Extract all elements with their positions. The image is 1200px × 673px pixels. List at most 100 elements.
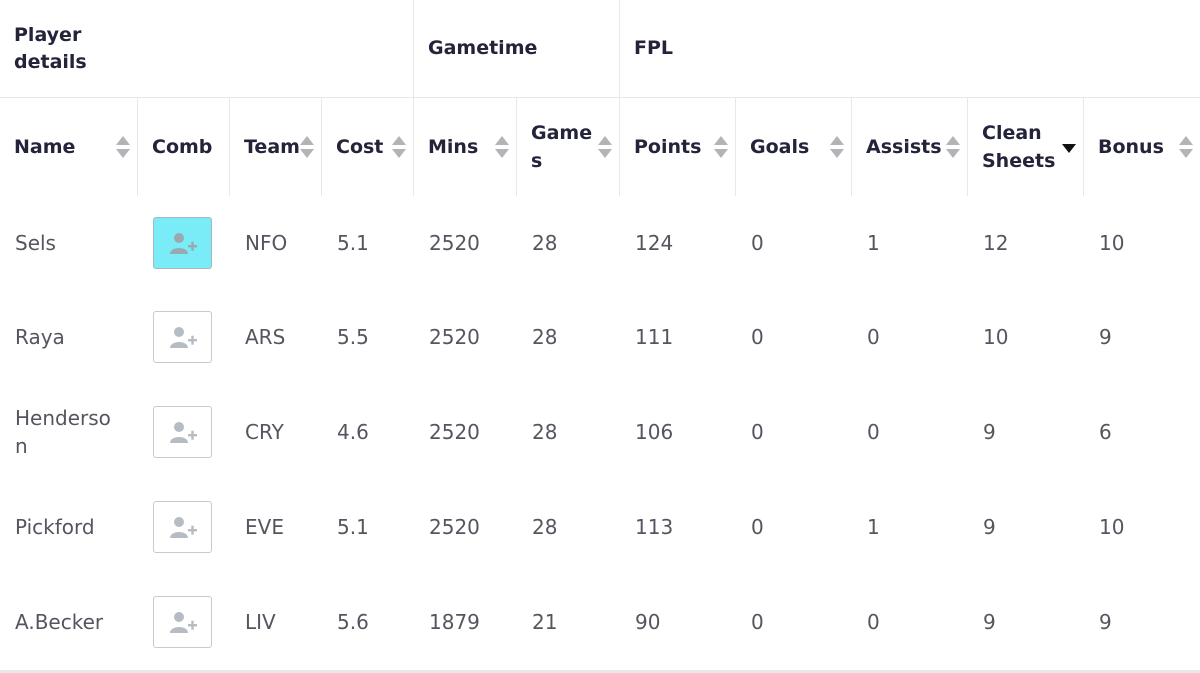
sort-descending-icon[interactable] [1062, 141, 1076, 153]
assists-cell: 1 [867, 231, 880, 255]
mins-cell: 2520 [429, 515, 480, 539]
player-name[interactable]: Pickford [15, 515, 95, 539]
comb-cell [138, 480, 230, 574]
group-label: FPL [634, 37, 674, 59]
goals-cell: 0 [751, 231, 764, 255]
mins-cell: 2520 [429, 231, 480, 255]
column-label: Assists [866, 136, 942, 158]
goals-cell: 0 [751, 610, 764, 634]
player-name[interactable]: Henderson [15, 406, 111, 458]
clean-sheets-cell: 9 [983, 610, 996, 634]
assists-cell: 1 [867, 515, 880, 539]
clean-sheets-cell: 12 [983, 231, 1009, 255]
group-header-player-details: Player details [0, 0, 414, 98]
team-cell: EVE [245, 515, 284, 539]
column-label: Team [244, 136, 300, 158]
add-to-comparison-button[interactable] [153, 406, 212, 458]
add-user-icon [169, 612, 197, 633]
points-cell: 106 [635, 420, 674, 444]
add-user-icon [169, 517, 197, 538]
bonus-cell: 9 [1099, 610, 1112, 634]
column-header-name[interactable]: Name [0, 98, 138, 196]
add-to-comparison-button[interactable] [153, 596, 212, 648]
team-cell: NFO [245, 231, 288, 255]
column-label: Name [14, 136, 76, 158]
table-bottom-divider [0, 670, 1200, 673]
add-user-icon [169, 422, 197, 443]
comb-cell [138, 196, 230, 290]
comb-cell [138, 384, 230, 480]
points-cell: 111 [635, 325, 674, 349]
sort-arrows-icon[interactable] [495, 136, 509, 158]
bonus-cell: 6 [1099, 420, 1112, 444]
cost-cell: 5.1 [337, 231, 369, 255]
player-name[interactable]: Raya [15, 325, 65, 349]
column-label: Comb [152, 136, 213, 158]
add-to-comparison-button[interactable] [153, 217, 212, 269]
assists-cell: 0 [867, 610, 880, 634]
column-label: Games [531, 122, 593, 172]
add-to-comparison-button[interactable] [153, 311, 212, 363]
team-cell: CRY [245, 420, 284, 444]
add-user-icon [169, 327, 197, 348]
column-header-cost[interactable]: Cost [322, 98, 414, 196]
column-header-points[interactable]: Points [620, 98, 736, 196]
clean-sheets-cell: 9 [983, 420, 996, 444]
points-cell: 124 [635, 231, 674, 255]
assists-cell: 0 [867, 420, 880, 444]
column-header-comb: Comb [138, 98, 230, 196]
add-user-icon [169, 233, 197, 254]
points-cell: 90 [635, 610, 661, 634]
goals-cell: 0 [751, 420, 764, 444]
column-header-team[interactable]: Team [230, 98, 322, 196]
goals-cell: 0 [751, 515, 764, 539]
column-label: Clean Sheets [982, 122, 1056, 172]
team-cell: LIV [245, 610, 276, 634]
column-header-goals[interactable]: Goals [736, 98, 852, 196]
column-label: Cost [336, 136, 384, 158]
mins-cell: 1879 [429, 610, 480, 634]
cost-cell: 5.5 [337, 325, 369, 349]
column-label: Goals [750, 136, 810, 158]
assists-cell: 0 [867, 325, 880, 349]
column-header-bonus[interactable]: Bonus [1084, 98, 1200, 196]
sort-arrows-icon[interactable] [1179, 136, 1193, 158]
games-cell: 28 [532, 231, 558, 255]
comb-cell [138, 290, 230, 384]
add-to-comparison-button[interactable] [153, 501, 212, 553]
bonus-cell: 9 [1099, 325, 1112, 349]
games-cell: 28 [532, 325, 558, 349]
group-label: Gametime [428, 37, 538, 59]
sort-arrows-icon[interactable] [392, 136, 406, 158]
clean-sheets-cell: 9 [983, 515, 996, 539]
group-header-gametime: Gametime [414, 0, 620, 98]
group-header-fpl: FPL [620, 0, 1200, 98]
player-name[interactable]: A.Becker [15, 610, 104, 634]
sort-arrows-icon[interactable] [598, 136, 612, 158]
group-label: Player details [14, 23, 87, 73]
team-cell: ARS [245, 325, 286, 349]
sort-arrows-icon[interactable] [300, 136, 314, 158]
cost-cell: 5.6 [337, 610, 369, 634]
cost-cell: 5.1 [337, 515, 369, 539]
games-cell: 28 [532, 515, 558, 539]
sort-arrows-icon[interactable] [946, 136, 960, 158]
column-header-games[interactable]: Games [517, 98, 620, 196]
bonus-cell: 10 [1099, 231, 1125, 255]
column-header-mins[interactable]: Mins [414, 98, 517, 196]
games-cell: 28 [532, 420, 558, 444]
cost-cell: 4.6 [337, 420, 369, 444]
clean-sheets-cell: 10 [983, 325, 1009, 349]
goals-cell: 0 [751, 325, 764, 349]
sort-arrows-icon[interactable] [830, 136, 844, 158]
sort-arrows-icon[interactable] [714, 136, 728, 158]
column-header-assists[interactable]: Assists [852, 98, 968, 196]
comb-cell [138, 574, 230, 670]
bonus-cell: 10 [1099, 515, 1125, 539]
sort-arrows-icon[interactable] [116, 136, 130, 158]
player-name[interactable]: Sels [15, 231, 56, 255]
column-header-clean-sheets[interactable]: Clean Sheets [968, 98, 1084, 196]
games-cell: 21 [532, 610, 558, 634]
mins-cell: 2520 [429, 325, 480, 349]
